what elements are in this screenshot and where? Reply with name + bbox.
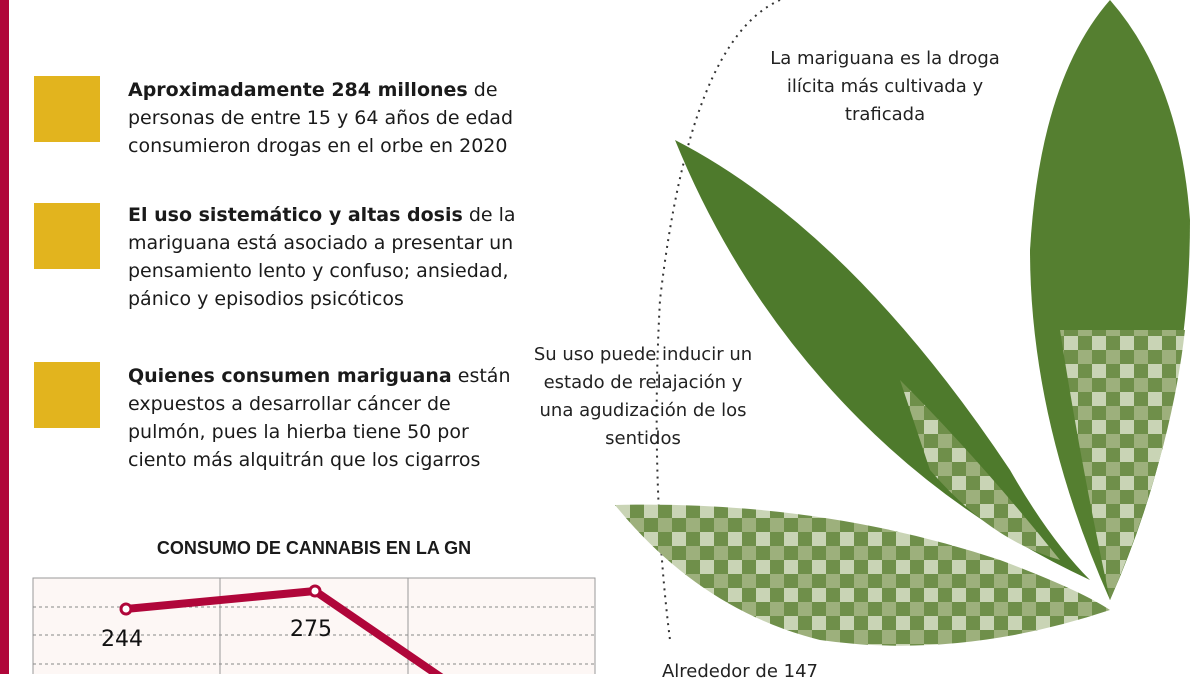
note-middle: Su uso puede inducir un estado de relaja… <box>533 344 753 449</box>
fact-3: Quienes consumen mariguana están expuest… <box>128 362 528 474</box>
fact-2-highlight: El uso sistemático y altas dosis <box>128 204 463 226</box>
data-point-2 <box>308 584 322 598</box>
dotted-arc <box>655 0 781 641</box>
fact-3-text: están expuestos a desarrollar cáncer de … <box>128 365 511 471</box>
fact-3-highlight: Quienes consumen mariguana <box>128 365 452 387</box>
lungs-icon <box>34 362 100 428</box>
data-label-2: 275 <box>290 617 332 642</box>
fact-1-highlight: Aproximadamente 284 millones <box>128 79 468 101</box>
fact-2: El uso sistemático y altas dosis de la m… <box>128 201 528 313</box>
leaflet-upper-left <box>675 140 1090 580</box>
fact-1-text: de personas de entre 15 y 64 años de eda… <box>128 79 514 157</box>
data-label-1: 244 <box>101 627 143 652</box>
note-top: La mariguana es la droga ilícita más cul… <box>770 48 1000 125</box>
leaflet-lower <box>615 504 1110 646</box>
accent-border <box>0 0 9 674</box>
chart-title: CONSUMO DE CANNABIS EN LA GN <box>156 538 472 558</box>
bong-icon <box>34 76 100 142</box>
leaflet-center <box>1030 0 1190 600</box>
fact-2-text: de la mariguana está asociado a presenta… <box>128 204 516 310</box>
fact-1: Aproximadamente 284 millones de personas… <box>128 76 528 160</box>
data-point-1 <box>119 602 133 616</box>
head-snail-icon <box>34 203 100 269</box>
